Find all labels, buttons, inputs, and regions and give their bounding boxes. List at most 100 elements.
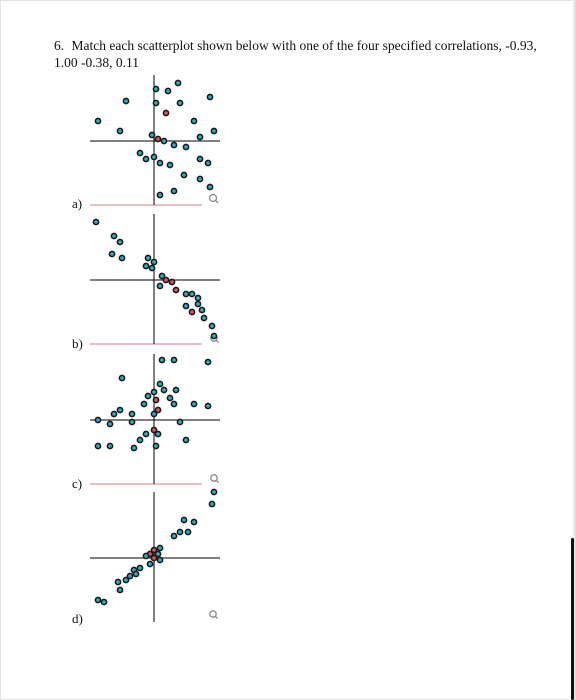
scatter-point	[94, 416, 102, 424]
scatter-point	[152, 85, 160, 93]
scatter-point	[156, 544, 164, 552]
scatterplot-c	[90, 354, 220, 485]
scatter-point	[114, 578, 122, 586]
scatter-point	[176, 528, 184, 536]
scatter-point	[152, 442, 160, 450]
question-text: 6. Match each scatterplot shown below wi…	[54, 37, 554, 71]
scatter-point	[176, 99, 184, 107]
scatter-point	[154, 430, 162, 438]
scatter-point	[108, 250, 116, 258]
scatter-point	[160, 137, 168, 145]
scatter-point	[144, 254, 152, 262]
scatter-point	[148, 131, 156, 139]
scatter-point	[170, 356, 178, 364]
scatter-point	[190, 117, 198, 125]
scatter-point	[160, 386, 168, 394]
magnifier-icon[interactable]	[210, 474, 219, 483]
scrollbar[interactable]	[571, 538, 574, 700]
scatter-point	[100, 598, 108, 606]
plot-label-c: c)	[72, 476, 83, 491]
scatter-point	[116, 127, 124, 135]
scatter-point	[150, 410, 158, 418]
magnifier-icon[interactable]	[208, 193, 219, 204]
scatter-point	[106, 442, 114, 450]
scatter-point	[154, 135, 162, 143]
scatter-point	[184, 528, 192, 536]
scatter-point	[196, 175, 204, 183]
plot-label-a: a)	[72, 196, 83, 211]
scatter-point	[150, 426, 158, 434]
scatter-point	[150, 554, 158, 562]
scatter-point	[172, 386, 180, 394]
scatter-point	[110, 410, 118, 418]
scatter-point	[156, 556, 164, 564]
question-number: 6.	[54, 38, 65, 53]
scatter-point	[188, 308, 196, 316]
scatter-point	[208, 322, 216, 330]
scatter-point	[148, 264, 156, 272]
scatter-point	[136, 149, 144, 157]
scatter-point	[162, 276, 170, 284]
scatterplot-d	[90, 488, 220, 622]
scatterplot-a	[90, 75, 220, 206]
scatter-point	[204, 159, 212, 167]
scatter-point	[106, 420, 114, 428]
scatter-point	[156, 282, 164, 290]
scatter-point	[142, 155, 150, 163]
scatter-point	[170, 532, 178, 540]
scatter-point	[122, 97, 130, 105]
scatter-point	[182, 302, 190, 310]
scatter-point	[110, 232, 118, 240]
scatter-point	[152, 396, 160, 404]
scatter-point	[190, 400, 198, 408]
scatter-point	[196, 155, 204, 163]
scatter-point	[156, 380, 164, 388]
scatter-point	[158, 356, 166, 364]
scatter-point	[132, 570, 140, 578]
scatter-point	[182, 436, 190, 444]
scatter-point	[144, 392, 152, 400]
question-body: Match each scatterplot shown below with …	[54, 38, 537, 70]
scatter-point	[118, 254, 126, 262]
scatter-point	[204, 402, 212, 410]
scatter-point	[136, 564, 144, 572]
scatter-point	[94, 596, 102, 604]
scatter-point	[194, 294, 202, 302]
scatter-point	[170, 187, 178, 195]
scatter-point	[180, 516, 188, 524]
scatter-point	[142, 262, 150, 270]
scatter-point	[164, 87, 172, 95]
scatter-point	[94, 117, 102, 125]
scatter-point	[206, 93, 214, 101]
scatter-point	[168, 278, 176, 286]
scatter-point	[210, 332, 218, 340]
scatter-point	[146, 560, 154, 568]
scatter-point	[116, 586, 124, 594]
scatter-point	[190, 518, 198, 526]
magnifier-icon[interactable]	[209, 610, 218, 619]
scatter-point	[200, 314, 208, 322]
scatter-point	[158, 272, 166, 280]
scatter-point	[170, 141, 178, 149]
scatter-point	[92, 218, 100, 226]
scatter-point	[206, 183, 214, 191]
scatter-point	[142, 430, 150, 438]
scatter-point	[126, 572, 134, 580]
scatter-point	[194, 300, 202, 308]
scatter-point	[142, 552, 150, 560]
scatter-point	[156, 191, 164, 199]
scatter-point	[210, 488, 218, 496]
scatter-point	[140, 400, 148, 408]
scatterplot-b	[90, 214, 220, 345]
scatter-point	[118, 374, 126, 382]
scatter-point	[180, 171, 188, 179]
scatter-point	[182, 143, 190, 151]
scatter-point	[166, 394, 174, 402]
scatter-point	[128, 418, 136, 426]
scatter-point	[116, 406, 124, 414]
scatter-point	[154, 550, 162, 558]
page-edge-shadow	[572, 0, 576, 700]
scatter-point	[150, 546, 158, 554]
scatter-point	[172, 286, 180, 294]
